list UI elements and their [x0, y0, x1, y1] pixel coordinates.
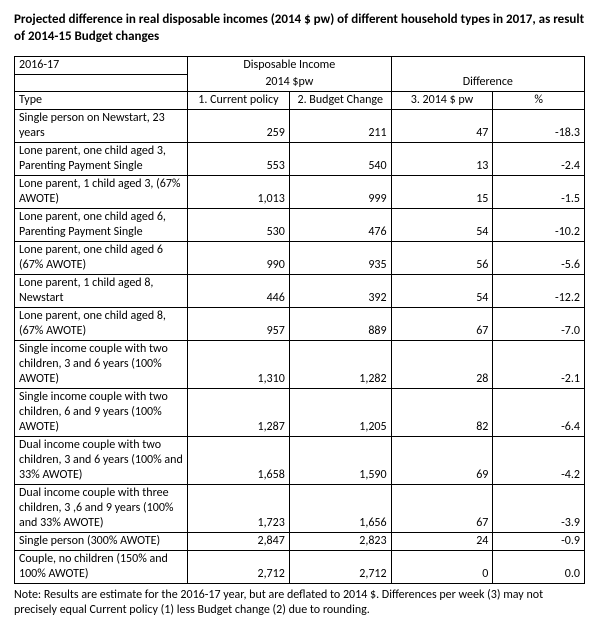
cell-type: Lone parent, one child aged 8, (67% AWOT…: [15, 308, 188, 341]
cell-c2: 1,282: [289, 341, 391, 389]
table-row: Single income couple with two children, …: [15, 389, 585, 437]
cell-type: Dual income couple with three children, …: [15, 485, 188, 533]
cell-c1: 1,013: [188, 176, 290, 209]
cell-type: Single person on Newstart, 23 years: [15, 110, 188, 143]
income-table: 2016-17 Disposable Income Difference 201…: [14, 56, 585, 585]
cell-c2: 2,712: [289, 551, 391, 584]
header-row-1: 2016-17 Disposable Income Difference: [15, 56, 585, 74]
header-col2: 2. Budget Change: [289, 92, 391, 110]
header-row-2: Type 1. Current policy 2. Budget Change …: [15, 92, 585, 110]
header-group-disposable: Disposable Income: [188, 56, 392, 74]
table-row: Lone parent, one child aged 6 (67% AWOTE…: [15, 242, 585, 275]
cell-c1: 259: [188, 110, 290, 143]
cell-c4: -12.2: [493, 275, 585, 308]
header-group-difference: Difference: [391, 56, 584, 92]
header-period: 2016-17: [15, 56, 188, 74]
table-row: Dual income couple with three children, …: [15, 485, 585, 533]
cell-c1: 1,310: [188, 341, 290, 389]
table-row: Lone parent, one child aged 6, Parenting…: [15, 209, 585, 242]
table-row: Single person on Newstart, 23 years25921…: [15, 110, 585, 143]
table-row: Single person (300% AWOTE)2,8472,82324-0…: [15, 533, 585, 551]
cell-c3: 82: [391, 389, 493, 437]
header-group-sub: 2014 $pw: [188, 74, 392, 92]
cell-c1: 2,712: [188, 551, 290, 584]
cell-c4: -7.0: [493, 308, 585, 341]
cell-c2: 889: [289, 308, 391, 341]
header-type: Type: [15, 92, 188, 110]
cell-c3: 24: [391, 533, 493, 551]
cell-c2: 540: [289, 143, 391, 176]
cell-c4: 0.0: [493, 551, 585, 584]
cell-c2: 935: [289, 242, 391, 275]
cell-type: Lone parent, one child aged 6, Parenting…: [15, 209, 188, 242]
header-col4: %: [493, 92, 585, 110]
cell-c3: 54: [391, 209, 493, 242]
cell-type: Single income couple with two children, …: [15, 341, 188, 389]
cell-c1: 2,847: [188, 533, 290, 551]
header-col1: 1. Current policy: [188, 92, 290, 110]
cell-c3: 56: [391, 242, 493, 275]
table-row: Single income couple with two children, …: [15, 341, 585, 389]
cell-c1: 957: [188, 308, 290, 341]
cell-c2: 2,823: [289, 533, 391, 551]
cell-c1: 446: [188, 275, 290, 308]
cell-c3: 47: [391, 110, 493, 143]
cell-c1: 990: [188, 242, 290, 275]
cell-c2: 1,590: [289, 437, 391, 485]
cell-c4: -10.2: [493, 209, 585, 242]
cell-c3: 67: [391, 485, 493, 533]
cell-c1: 553: [188, 143, 290, 176]
cell-c2: 392: [289, 275, 391, 308]
cell-c4: -3.9: [493, 485, 585, 533]
cell-c4: -5.6: [493, 242, 585, 275]
cell-c2: 476: [289, 209, 391, 242]
table-row: Dual income couple with two children, 3 …: [15, 437, 585, 485]
cell-c4: -2.1: [493, 341, 585, 389]
cell-c4: -4.2: [493, 437, 585, 485]
cell-c1: 530: [188, 209, 290, 242]
cell-type: Lone parent, one child aged 6 (67% AWOTE…: [15, 242, 188, 275]
cell-c3: 67: [391, 308, 493, 341]
cell-c2: 999: [289, 176, 391, 209]
table-row: Lone parent, 1 child aged 3, (67% AWOTE)…: [15, 176, 585, 209]
cell-c3: 0: [391, 551, 493, 584]
table-row: Couple, no children (150% and 100% AWOTE…: [15, 551, 585, 584]
cell-c1: 1,658: [188, 437, 290, 485]
cell-c1: 1,723: [188, 485, 290, 533]
cell-type: Single income couple with two children, …: [15, 389, 188, 437]
cell-type: Dual income couple with two children, 3 …: [15, 437, 188, 485]
cell-c3: 69: [391, 437, 493, 485]
cell-c2: 1,205: [289, 389, 391, 437]
table-row: Lone parent, one child aged 3, Parenting…: [15, 143, 585, 176]
cell-type: Lone parent, 1 child aged 8, Newstart: [15, 275, 188, 308]
cell-type: Lone parent, one child aged 3, Parenting…: [15, 143, 188, 176]
cell-type: Lone parent, 1 child aged 3, (67% AWOTE): [15, 176, 188, 209]
page-title: Projected difference in real disposable …: [14, 12, 585, 46]
cell-c1: 1,287: [188, 389, 290, 437]
header-col3: 3. 2014 $ pw: [391, 92, 493, 110]
cell-type: Couple, no children (150% and 100% AWOTE…: [15, 551, 188, 584]
cell-c3: 28: [391, 341, 493, 389]
cell-c3: 15: [391, 176, 493, 209]
cell-type: Single person (300% AWOTE): [15, 533, 188, 551]
cell-c2: 1,656: [289, 485, 391, 533]
cell-c4: -2.4: [493, 143, 585, 176]
cell-c2: 211: [289, 110, 391, 143]
table-row: Lone parent, one child aged 8, (67% AWOT…: [15, 308, 585, 341]
cell-c4: -18.3: [493, 110, 585, 143]
cell-c3: 54: [391, 275, 493, 308]
table-row: Lone parent, 1 child aged 8, Newstart446…: [15, 275, 585, 308]
footnote: Note: Results are estimate for the 2016-…: [14, 588, 585, 618]
cell-c3: 13: [391, 143, 493, 176]
cell-c4: -6.4: [493, 389, 585, 437]
cell-c4: -1.5: [493, 176, 585, 209]
cell-c4: -0.9: [493, 533, 585, 551]
